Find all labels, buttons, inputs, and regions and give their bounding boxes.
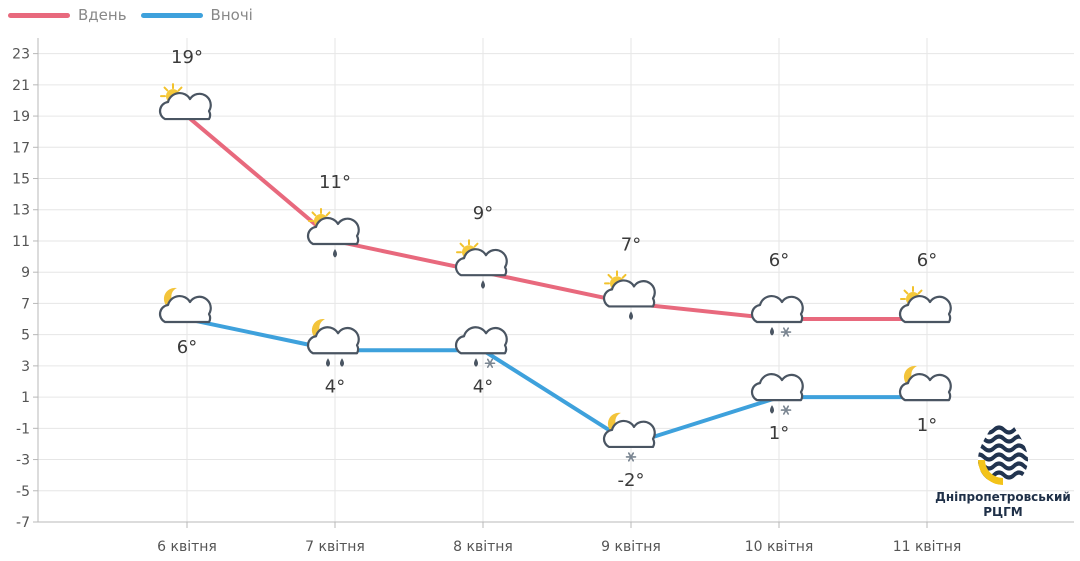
sun-ray	[311, 211, 317, 217]
y-tick-label: -3	[16, 453, 30, 469]
x-tick-label: 9 квітня	[601, 539, 661, 555]
data-label-night: 6°	[177, 337, 197, 358]
y-tick-label: 1	[21, 390, 30, 406]
cloud-rain-snow-icon	[750, 373, 804, 415]
data-label-night: 1°	[917, 415, 937, 436]
data-label-night: 4°	[473, 376, 493, 397]
legend-item-day[interactable]: Вдень	[8, 6, 127, 24]
rain-drop	[770, 327, 774, 336]
data-label-day: 9°	[473, 203, 493, 224]
snow-stroke	[782, 327, 790, 337]
data-label-night: 1°	[769, 423, 789, 444]
logo-emblem-icon	[978, 410, 1028, 485]
data-label-night: -2°	[618, 470, 645, 491]
logo-name: Дніпропетровський РЦГМ	[934, 490, 1072, 520]
x-tick-label: 6 квітня	[157, 539, 217, 555]
sun-cloud-rain-icon	[454, 239, 508, 289]
y-tick-label: 19	[12, 109, 30, 125]
data-label-day: 6°	[769, 250, 789, 271]
y-tick-label: -7	[16, 515, 30, 531]
cloud-shape	[602, 279, 656, 308]
sun-ray	[163, 86, 169, 92]
cloud-shape	[158, 295, 212, 324]
sun-ray	[607, 273, 613, 279]
y-tick-label: 11	[12, 234, 30, 250]
sun-cloud-icon	[158, 83, 212, 121]
series-line-night	[186, 317, 927, 446]
cloud-rain-snow-icon	[750, 295, 804, 337]
logo-name-line1: Дніпропетровський	[935, 490, 1071, 504]
rain-drop	[629, 311, 633, 320]
sun-cloud-rain-icon	[602, 270, 656, 320]
sun-ray	[473, 242, 479, 248]
snow-stroke	[782, 405, 790, 415]
sun-ray	[459, 242, 465, 248]
y-tick-label: 17	[12, 140, 30, 156]
x-tick-label: 10 квітня	[745, 539, 814, 555]
sun-ray	[177, 86, 183, 92]
legend: Вдень Вночі	[8, 6, 257, 24]
sun-cloud-icon	[898, 286, 952, 324]
moon-cloud-snow-icon	[602, 412, 656, 462]
cloud-shape	[602, 419, 656, 449]
y-tick-label: 7	[21, 296, 30, 312]
y-tick-label: 5	[21, 328, 30, 344]
cloud-shape	[306, 216, 360, 246]
moon-cloud-icon	[158, 287, 212, 324]
cloud-shape	[454, 248, 508, 277]
snow-stroke	[627, 452, 635, 462]
rain-drop	[770, 405, 774, 414]
legend-label-night: Вночі	[210, 6, 253, 24]
legend-swatch-night	[140, 12, 203, 18]
x-tick-label: 11 квітня	[893, 539, 962, 555]
rain-drop	[326, 358, 330, 367]
cloud-shape	[750, 373, 804, 402]
cloud-shape	[158, 92, 212, 121]
cloud-shape	[454, 326, 508, 355]
sun-ray	[917, 289, 923, 295]
moon-cloud-icon	[898, 365, 952, 402]
cloud-shape	[306, 326, 360, 355]
rain-drop	[340, 358, 344, 367]
legend-item-night[interactable]: Вночі	[140, 6, 253, 24]
sun-ray	[903, 289, 909, 295]
rain-drop	[474, 358, 478, 367]
cloud-shape	[750, 295, 804, 324]
rain-drop	[481, 280, 485, 289]
moon-cloud-rain-icon	[306, 319, 360, 367]
y-tick-label: 3	[21, 359, 30, 375]
y-tick-label: 21	[12, 78, 30, 94]
y-tick-label: 13	[12, 203, 30, 219]
logo-name-line2: РЦГМ	[983, 505, 1023, 519]
cloud-shape	[898, 295, 952, 324]
y-tick-label: 23	[12, 47, 30, 63]
rain-drop	[333, 248, 337, 258]
data-label-day: 7°	[621, 234, 641, 255]
data-label-day: 6°	[917, 250, 937, 271]
sun-ray	[621, 273, 627, 279]
y-tick-label: 9	[21, 265, 30, 281]
logo: Дніпропетровський РЦГМ	[934, 408, 1072, 520]
sun-ray	[325, 211, 331, 217]
x-tick-label: 8 квітня	[453, 539, 513, 555]
legend-swatch-day	[8, 12, 70, 18]
sun-cloud-rain-icon	[306, 207, 360, 258]
series-line-day	[185, 114, 927, 322]
snow-stroke	[486, 358, 494, 368]
x-tick-label: 7 квітня	[305, 539, 365, 555]
data-label-day: 19°	[171, 47, 203, 68]
y-tick-label: -5	[16, 484, 30, 500]
cloud-rain-snow-icon	[454, 326, 508, 368]
y-tick-label: 15	[12, 172, 30, 188]
data-label-night: 4°	[325, 376, 345, 397]
legend-label-day: Вдень	[78, 6, 127, 24]
data-label-day: 11°	[319, 172, 351, 193]
cloud-shape	[898, 373, 952, 402]
y-tick-label: -1	[16, 421, 30, 437]
